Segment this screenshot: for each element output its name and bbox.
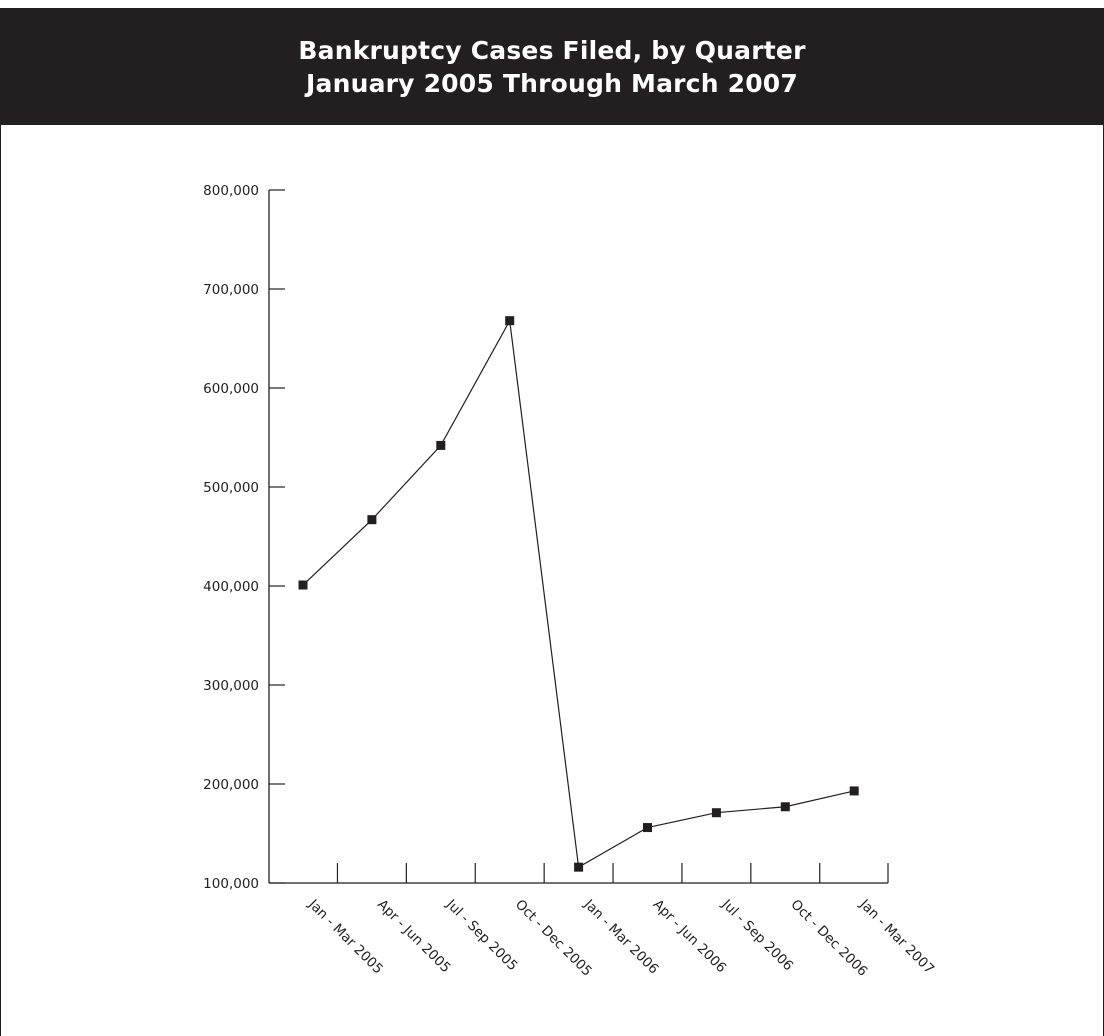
y-tick-label: 300,000: [203, 678, 259, 694]
y-tick-label: 200,000: [203, 777, 259, 793]
x-tick-label: Apr - Jun 2006: [650, 897, 730, 977]
data-point: [436, 440, 446, 450]
data-point: [643, 823, 652, 833]
chart-subtitle: January 2005 Through March 2007: [306, 68, 798, 98]
data-point: [574, 862, 584, 872]
y-tick-label: 500,000: [203, 480, 259, 496]
chart-title: Bankruptcy Cases Filed, by Quarter: [298, 35, 806, 65]
y-tick-label: 100,000: [203, 876, 259, 892]
y-tick-label: 400,000: [203, 579, 259, 595]
y-tick-label: 600,000: [203, 381, 259, 397]
x-tick-label: Apr - Jun 2005: [374, 897, 454, 977]
chart-frame: Bankruptcy Cases Filed, by Quarter Janua…: [0, 8, 1104, 1036]
data-point: [505, 316, 515, 326]
x-tick-label: Jan - Mar 2005: [304, 896, 386, 978]
data-point: [298, 580, 308, 590]
data-point: [711, 808, 721, 818]
data-point: [849, 786, 859, 796]
y-tick-label: 800,000: [203, 183, 259, 199]
x-tick-label: Jul - Sep 2006: [718, 896, 796, 974]
y-tick-label: 700,000: [203, 282, 259, 298]
chart-header: Bankruptcy Cases Filed, by Quarter Janua…: [1, 8, 1103, 125]
series-line: [302, 318, 855, 869]
data-point: [367, 515, 377, 525]
x-tick-label: Jul - Sep 2005: [442, 896, 520, 974]
data-point: [780, 802, 790, 812]
